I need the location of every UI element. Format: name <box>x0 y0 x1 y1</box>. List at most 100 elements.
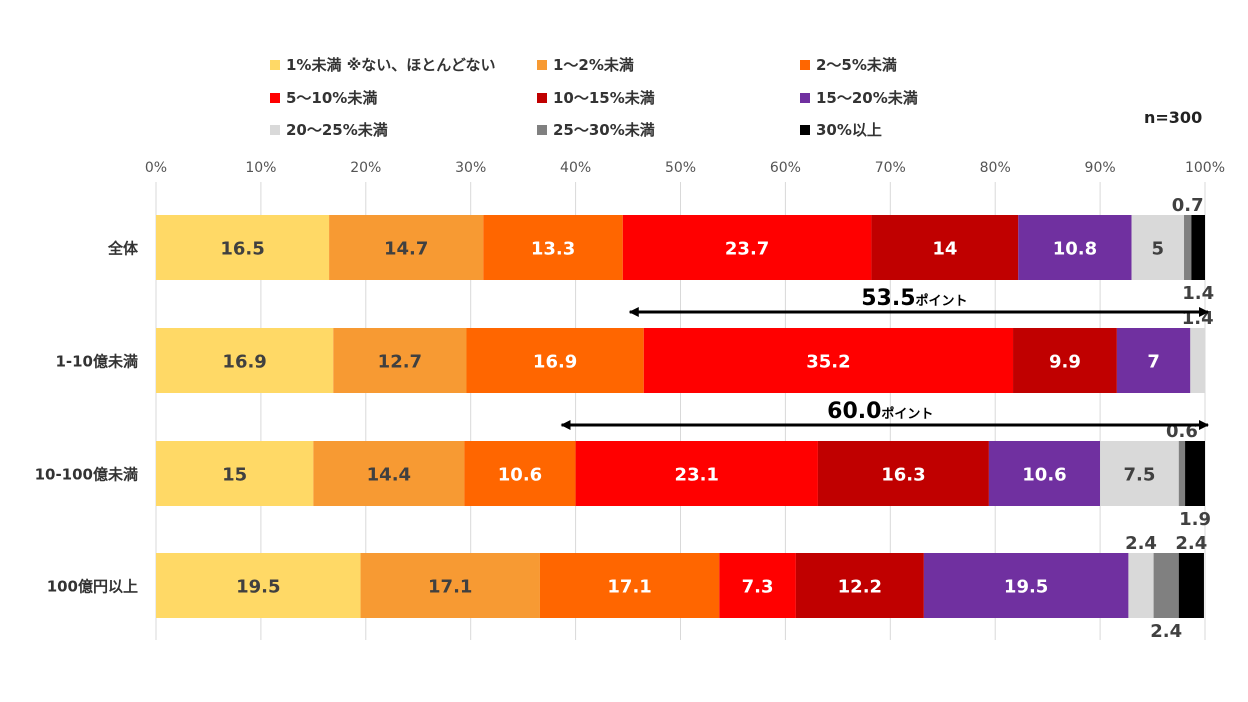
legend-item: 25～30%未満 <box>537 119 655 140</box>
x-tick-label: 20% <box>350 160 381 176</box>
data-label: 16.3 <box>881 465 925 486</box>
bar-segment <box>1116 328 1191 393</box>
bar-segment <box>156 553 361 618</box>
bar-segment <box>329 215 484 280</box>
bar-segment <box>360 553 540 618</box>
bar-segment <box>464 441 576 506</box>
data-label: 2.4 <box>1125 533 1157 554</box>
legend-item: 1～2%未満 <box>537 54 634 75</box>
x-tick-label: 80% <box>980 160 1011 176</box>
bar-segment <box>156 215 330 280</box>
bar-segment <box>313 441 465 506</box>
data-label: 35.2 <box>806 352 850 373</box>
data-label: 5 <box>1152 239 1165 260</box>
legend-label: 1～2%未満 <box>553 56 634 74</box>
legend-label: 20～25%未満 <box>286 121 388 139</box>
x-tick-label: 50% <box>665 160 696 176</box>
legend-item: 5～10%未満 <box>270 87 377 108</box>
legend-swatch <box>537 124 547 135</box>
bar-segment <box>1131 215 1185 280</box>
data-label: 17.1 <box>428 577 472 598</box>
data-label: 17.1 <box>607 577 651 598</box>
bar-segment <box>1018 215 1132 280</box>
legend-swatch <box>800 59 810 70</box>
bar-segment <box>483 215 623 280</box>
bar-segment <box>1190 328 1205 393</box>
difference-label: 53.5ポイント <box>861 286 967 311</box>
data-label: 14.7 <box>384 239 428 260</box>
data-label: 7 <box>1147 352 1160 373</box>
legend-label: 2～5%未満 <box>816 56 897 74</box>
x-tick-label: 30% <box>455 160 486 176</box>
category-label: 1-10億未満 <box>55 353 138 371</box>
legend-label: 15～20%未満 <box>816 89 918 107</box>
x-tick-label: 60% <box>770 160 801 176</box>
legend-item: 2～5%未満 <box>800 54 897 75</box>
legend-item: 20～25%未満 <box>270 119 388 140</box>
data-label: 7.5 <box>1123 465 1155 486</box>
data-label: 10.6 <box>498 465 542 486</box>
data-label: 10.8 <box>1053 239 1097 260</box>
category-label: 10-100億未満 <box>35 466 138 484</box>
bar-segment <box>1013 328 1117 393</box>
data-label: 2.4 <box>1175 533 1207 554</box>
bar-segment <box>643 328 1014 393</box>
legend-item: 30%以上 <box>800 119 882 140</box>
x-tick-label: 40% <box>560 160 591 176</box>
legend-swatch <box>537 59 547 70</box>
bar-segment <box>539 553 720 618</box>
legend-label: 1%未満 ※ない、ほとんどない <box>286 56 496 74</box>
data-label: 16.9 <box>222 352 266 373</box>
x-tick-label: 100% <box>1185 160 1225 176</box>
bar-segment <box>1100 441 1179 506</box>
legend-label: 10～15%未満 <box>553 89 655 107</box>
data-label: 14.4 <box>367 465 411 486</box>
legend-item: 10～15%未満 <box>537 87 655 108</box>
bar-segment <box>1153 553 1179 618</box>
data-label: 16.5 <box>220 239 264 260</box>
data-label: 12.7 <box>378 352 422 373</box>
data-label: 1.9 <box>1179 509 1211 530</box>
bar-segment <box>817 441 989 506</box>
data-label: 0.7 <box>1172 195 1204 216</box>
bar-segment <box>333 328 467 393</box>
bar-segment <box>1178 441 1186 506</box>
bar-segment <box>719 553 796 618</box>
data-label: 23.7 <box>725 239 769 260</box>
bar-segment <box>1178 553 1204 618</box>
data-label: 19.5 <box>236 577 280 598</box>
legend-swatch <box>270 124 280 135</box>
bar-segment <box>622 215 872 280</box>
legend-label: 5～10%未満 <box>286 89 378 107</box>
legend-swatch <box>537 92 547 103</box>
bar-segment <box>795 553 924 618</box>
legend-swatch <box>800 92 810 103</box>
legend-swatch <box>270 92 280 103</box>
difference-label: 60.0ポイント <box>827 399 933 424</box>
category-label: 100億円以上 <box>47 578 138 596</box>
data-label: 12.2 <box>838 577 882 598</box>
legend-swatch <box>270 59 280 70</box>
legend-label: 25～30%未満 <box>553 121 655 139</box>
sample-size-note: n=300 <box>1144 108 1203 127</box>
bar-segment <box>1128 553 1154 618</box>
x-tick-label: 10% <box>245 160 276 176</box>
bar-segment <box>988 441 1101 506</box>
data-label: 10.6 <box>1022 465 1066 486</box>
legend-swatch <box>800 124 810 135</box>
data-label: 7.3 <box>742 577 774 598</box>
category-label: 全体 <box>107 240 139 258</box>
data-label: 14 <box>932 239 957 260</box>
bar-segment <box>575 441 818 506</box>
data-label: 23.1 <box>675 465 719 486</box>
x-tick-label: 0% <box>145 160 167 176</box>
bar-segment <box>871 215 1019 280</box>
x-tick-label: 90% <box>1085 160 1116 176</box>
bar-segment <box>923 553 1129 618</box>
bar-segment <box>156 441 314 506</box>
bar-segment <box>1184 215 1192 280</box>
data-label: 1.4 <box>1182 283 1214 304</box>
bar-segment <box>1191 215 1205 280</box>
